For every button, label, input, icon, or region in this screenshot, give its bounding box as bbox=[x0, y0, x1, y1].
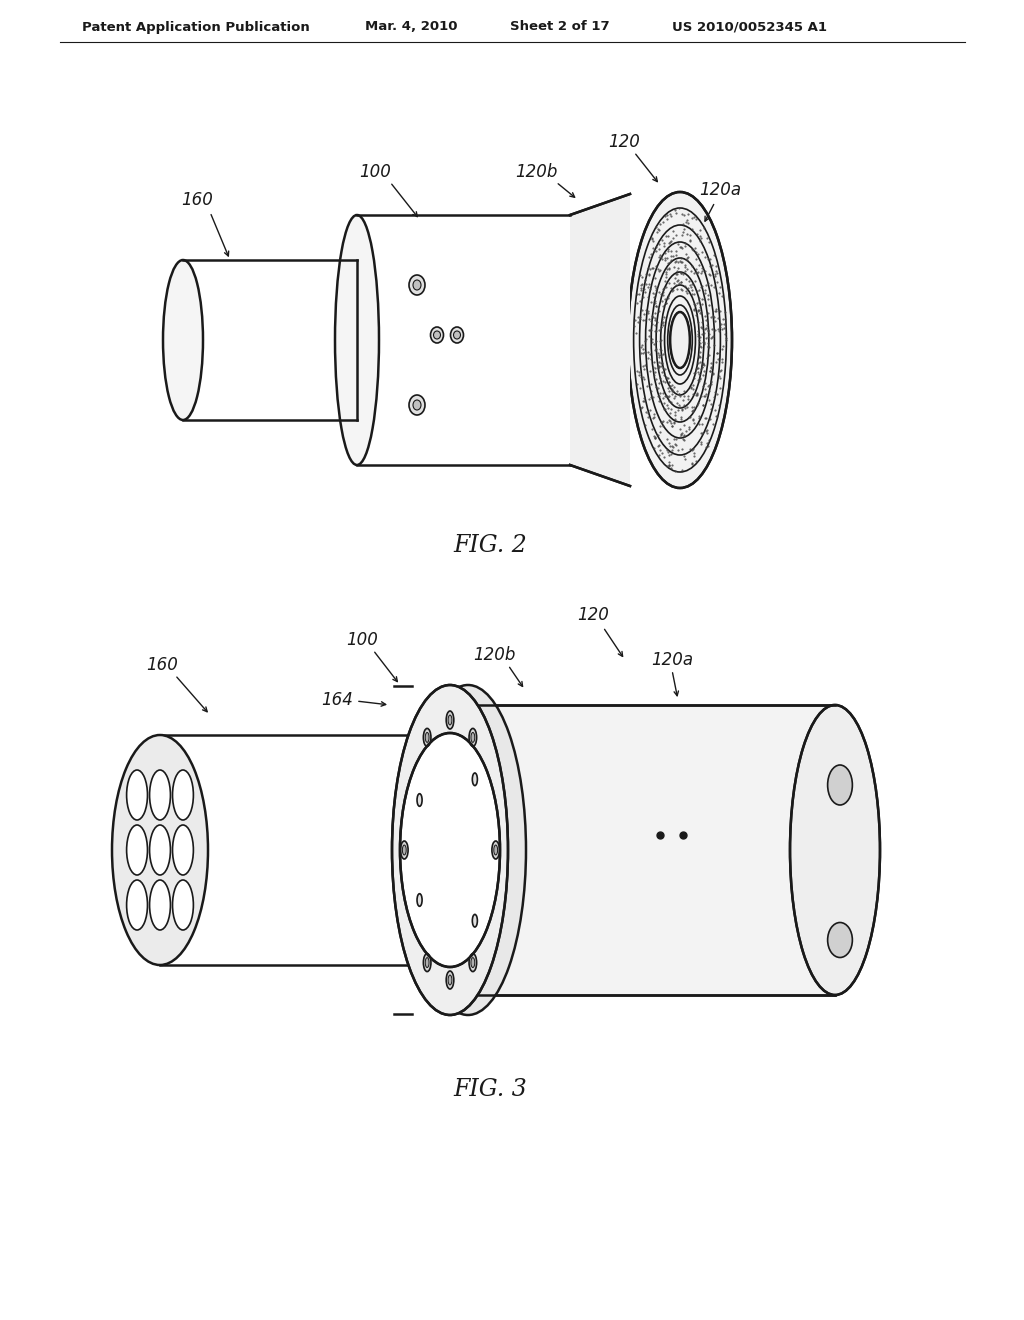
Ellipse shape bbox=[417, 894, 422, 907]
Ellipse shape bbox=[449, 975, 452, 985]
Ellipse shape bbox=[409, 395, 425, 414]
Ellipse shape bbox=[670, 312, 690, 368]
Text: 100: 100 bbox=[359, 162, 391, 181]
Ellipse shape bbox=[402, 845, 407, 855]
Text: 160: 160 bbox=[181, 191, 213, 209]
Ellipse shape bbox=[471, 733, 475, 742]
Ellipse shape bbox=[410, 685, 526, 1015]
Ellipse shape bbox=[446, 972, 454, 989]
Ellipse shape bbox=[425, 957, 429, 968]
Ellipse shape bbox=[172, 770, 194, 820]
Ellipse shape bbox=[425, 733, 429, 742]
Text: FIG. 3: FIG. 3 bbox=[454, 1078, 527, 1101]
Polygon shape bbox=[570, 194, 630, 486]
Ellipse shape bbox=[417, 793, 422, 807]
Ellipse shape bbox=[400, 841, 409, 859]
Ellipse shape bbox=[454, 331, 461, 339]
Text: Patent Application Publication: Patent Application Publication bbox=[82, 21, 309, 33]
Ellipse shape bbox=[413, 280, 421, 290]
Ellipse shape bbox=[127, 770, 147, 820]
Text: Sheet 2 of 17: Sheet 2 of 17 bbox=[510, 21, 609, 33]
Ellipse shape bbox=[400, 733, 500, 968]
Ellipse shape bbox=[409, 275, 425, 294]
Ellipse shape bbox=[430, 327, 443, 343]
Text: FIG. 2: FIG. 2 bbox=[454, 533, 527, 557]
Ellipse shape bbox=[492, 841, 500, 859]
Text: Mar. 4, 2010: Mar. 4, 2010 bbox=[365, 21, 458, 33]
Ellipse shape bbox=[112, 735, 208, 965]
Ellipse shape bbox=[494, 845, 498, 855]
Ellipse shape bbox=[423, 729, 431, 746]
Text: 160: 160 bbox=[146, 656, 178, 675]
Ellipse shape bbox=[413, 400, 421, 411]
Ellipse shape bbox=[127, 880, 147, 931]
Ellipse shape bbox=[150, 825, 170, 875]
Text: 100: 100 bbox=[346, 631, 378, 649]
Text: 120: 120 bbox=[578, 606, 609, 624]
Text: 120b: 120b bbox=[473, 645, 515, 664]
Ellipse shape bbox=[628, 191, 732, 488]
Ellipse shape bbox=[433, 331, 440, 339]
Ellipse shape bbox=[335, 215, 379, 465]
Ellipse shape bbox=[469, 729, 476, 746]
Ellipse shape bbox=[423, 953, 431, 972]
Ellipse shape bbox=[472, 774, 477, 785]
Ellipse shape bbox=[446, 711, 454, 729]
Ellipse shape bbox=[150, 770, 170, 820]
Text: US 2010/0052345 A1: US 2010/0052345 A1 bbox=[672, 21, 827, 33]
Ellipse shape bbox=[392, 685, 508, 1015]
Ellipse shape bbox=[172, 880, 194, 931]
Ellipse shape bbox=[827, 766, 852, 805]
Ellipse shape bbox=[172, 825, 194, 875]
Ellipse shape bbox=[127, 825, 147, 875]
Ellipse shape bbox=[790, 705, 880, 995]
Ellipse shape bbox=[449, 715, 452, 725]
Ellipse shape bbox=[469, 953, 476, 972]
Text: 120a: 120a bbox=[651, 651, 693, 669]
Ellipse shape bbox=[163, 260, 203, 420]
Text: 120b: 120b bbox=[515, 162, 557, 181]
Ellipse shape bbox=[471, 957, 475, 968]
Ellipse shape bbox=[150, 880, 170, 931]
Text: 120: 120 bbox=[608, 133, 640, 150]
Text: 164: 164 bbox=[322, 690, 353, 709]
Ellipse shape bbox=[472, 915, 477, 927]
Ellipse shape bbox=[451, 327, 464, 343]
Polygon shape bbox=[450, 705, 835, 995]
Ellipse shape bbox=[827, 923, 852, 957]
Text: 120a: 120a bbox=[699, 181, 741, 199]
